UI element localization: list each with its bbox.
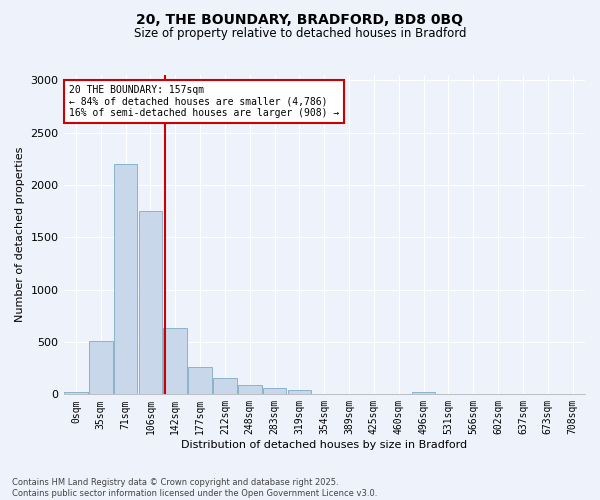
Y-axis label: Number of detached properties: Number of detached properties: [15, 147, 25, 322]
Bar: [188, 367, 212, 394]
Text: Size of property relative to detached houses in Bradford: Size of property relative to detached ho…: [134, 28, 466, 40]
Bar: [89, 341, 113, 394]
Bar: [412, 392, 436, 394]
Text: 20 THE BOUNDARY: 157sqm
← 84% of detached houses are smaller (4,786)
16% of semi: 20 THE BOUNDARY: 157sqm ← 84% of detache…: [69, 84, 339, 118]
X-axis label: Distribution of detached houses by size in Bradford: Distribution of detached houses by size …: [181, 440, 467, 450]
Bar: [64, 392, 88, 394]
Text: 20, THE BOUNDARY, BRADFORD, BD8 0BQ: 20, THE BOUNDARY, BRADFORD, BD8 0BQ: [137, 12, 464, 26]
Bar: [263, 388, 286, 394]
Bar: [163, 328, 187, 394]
Bar: [114, 164, 137, 394]
Bar: [213, 378, 237, 394]
Bar: [287, 390, 311, 394]
Bar: [139, 211, 162, 394]
Text: Contains HM Land Registry data © Crown copyright and database right 2025.
Contai: Contains HM Land Registry data © Crown c…: [12, 478, 377, 498]
Bar: [238, 385, 262, 394]
